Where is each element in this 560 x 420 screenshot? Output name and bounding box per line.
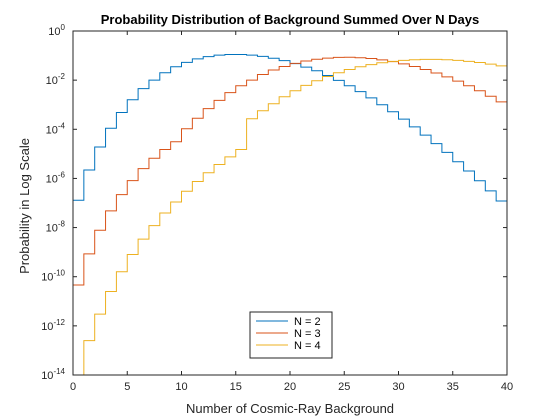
y-tick-label: 10-6	[46, 170, 66, 185]
y-axis-label: Probability in Log Scale	[17, 138, 32, 274]
x-tick-label: 40	[501, 381, 513, 393]
y-tick-base: 10	[41, 370, 53, 382]
y-tick-base: 10	[41, 321, 53, 333]
series-line-n4	[73, 58, 507, 375]
y-tick-exponent: -4	[58, 121, 66, 130]
y-tick-label: 10-4	[46, 121, 66, 136]
y-tick-exponent: 0	[61, 23, 66, 32]
y-tick-base: 10	[41, 272, 53, 284]
x-tick-label: 25	[338, 381, 350, 393]
y-tick-exponent: -12	[53, 318, 65, 327]
series-line-n3	[73, 56, 507, 286]
x-tick-label: 30	[392, 381, 404, 393]
legend-label: N = 2	[294, 316, 321, 328]
x-tick-label: 10	[175, 381, 187, 393]
x-tick-label: 15	[230, 381, 242, 393]
chart-title: Probability Distribution of Background S…	[101, 12, 480, 27]
y-tick-label: 10-14	[41, 367, 65, 382]
x-axis-label: Number of Cosmic-Ray Background	[186, 401, 394, 416]
y-tick-exponent: -6	[58, 170, 66, 179]
y-tick-label: 10-12	[41, 318, 65, 333]
y-tick-exponent: -8	[58, 220, 66, 229]
y-tick-base: 10	[46, 223, 58, 235]
y-tick-exponent: -10	[53, 269, 65, 278]
legend-label: N = 4	[294, 340, 321, 352]
y-tick-base: 10	[46, 75, 58, 87]
ticks-layer: 0 5 10 15 20 25 30 35 4010010-210-410-610-810-10…	[41, 23, 513, 393]
y-tick-label: 10-10	[41, 269, 65, 284]
y-tick-exponent: -2	[58, 72, 66, 81]
x-tick-label: 5	[124, 381, 130, 393]
y-tick-base: 10	[46, 124, 58, 136]
y-tick-base: 10	[46, 173, 58, 185]
series-layer	[73, 53, 507, 375]
y-tick-label: 10-8	[46, 220, 66, 235]
legend-label: N = 3	[294, 328, 321, 340]
x-tick-label: 0	[70, 381, 76, 393]
y-tick-exponent: -14	[53, 367, 65, 376]
y-tick-label: 10-2	[46, 72, 66, 87]
x-tick-label: 35	[447, 381, 459, 393]
legend: N = 2N = 3N = 4	[249, 311, 333, 359]
legend-box	[249, 311, 333, 359]
y-tick-label: 100	[48, 23, 65, 38]
x-tick-label: 20	[284, 381, 296, 393]
y-tick-base: 10	[48, 26, 60, 38]
